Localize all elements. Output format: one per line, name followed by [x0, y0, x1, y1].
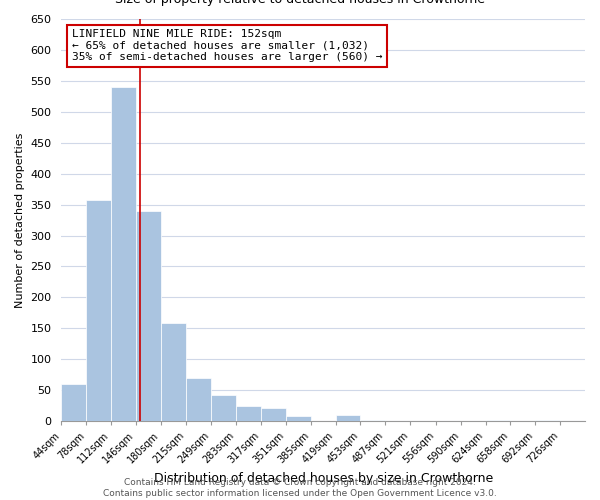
Y-axis label: Number of detached properties: Number of detached properties [15, 132, 25, 308]
Bar [286, 416, 311, 421]
Bar [485, 420, 511, 421]
Bar [161, 324, 186, 421]
Bar [236, 406, 261, 421]
Bar [111, 87, 136, 421]
Bar [61, 384, 86, 421]
X-axis label: Distribution of detached houses by size in Crowthorne: Distribution of detached houses by size … [154, 472, 493, 485]
Bar [136, 211, 161, 421]
Text: Size of property relative to detached houses in Crowthorne: Size of property relative to detached ho… [115, 0, 485, 6]
Text: LINFIELD NINE MILE RIDE: 152sqm
← 65% of detached houses are smaller (1,032)
35%: LINFIELD NINE MILE RIDE: 152sqm ← 65% of… [72, 29, 382, 62]
Bar [86, 200, 111, 421]
Bar [261, 408, 286, 421]
Bar [211, 395, 236, 421]
Bar [335, 415, 361, 421]
Bar [187, 378, 211, 421]
Bar [361, 420, 385, 421]
Bar [535, 420, 560, 421]
Text: Contains HM Land Registry data © Crown copyright and database right 2024.
Contai: Contains HM Land Registry data © Crown c… [103, 478, 497, 498]
